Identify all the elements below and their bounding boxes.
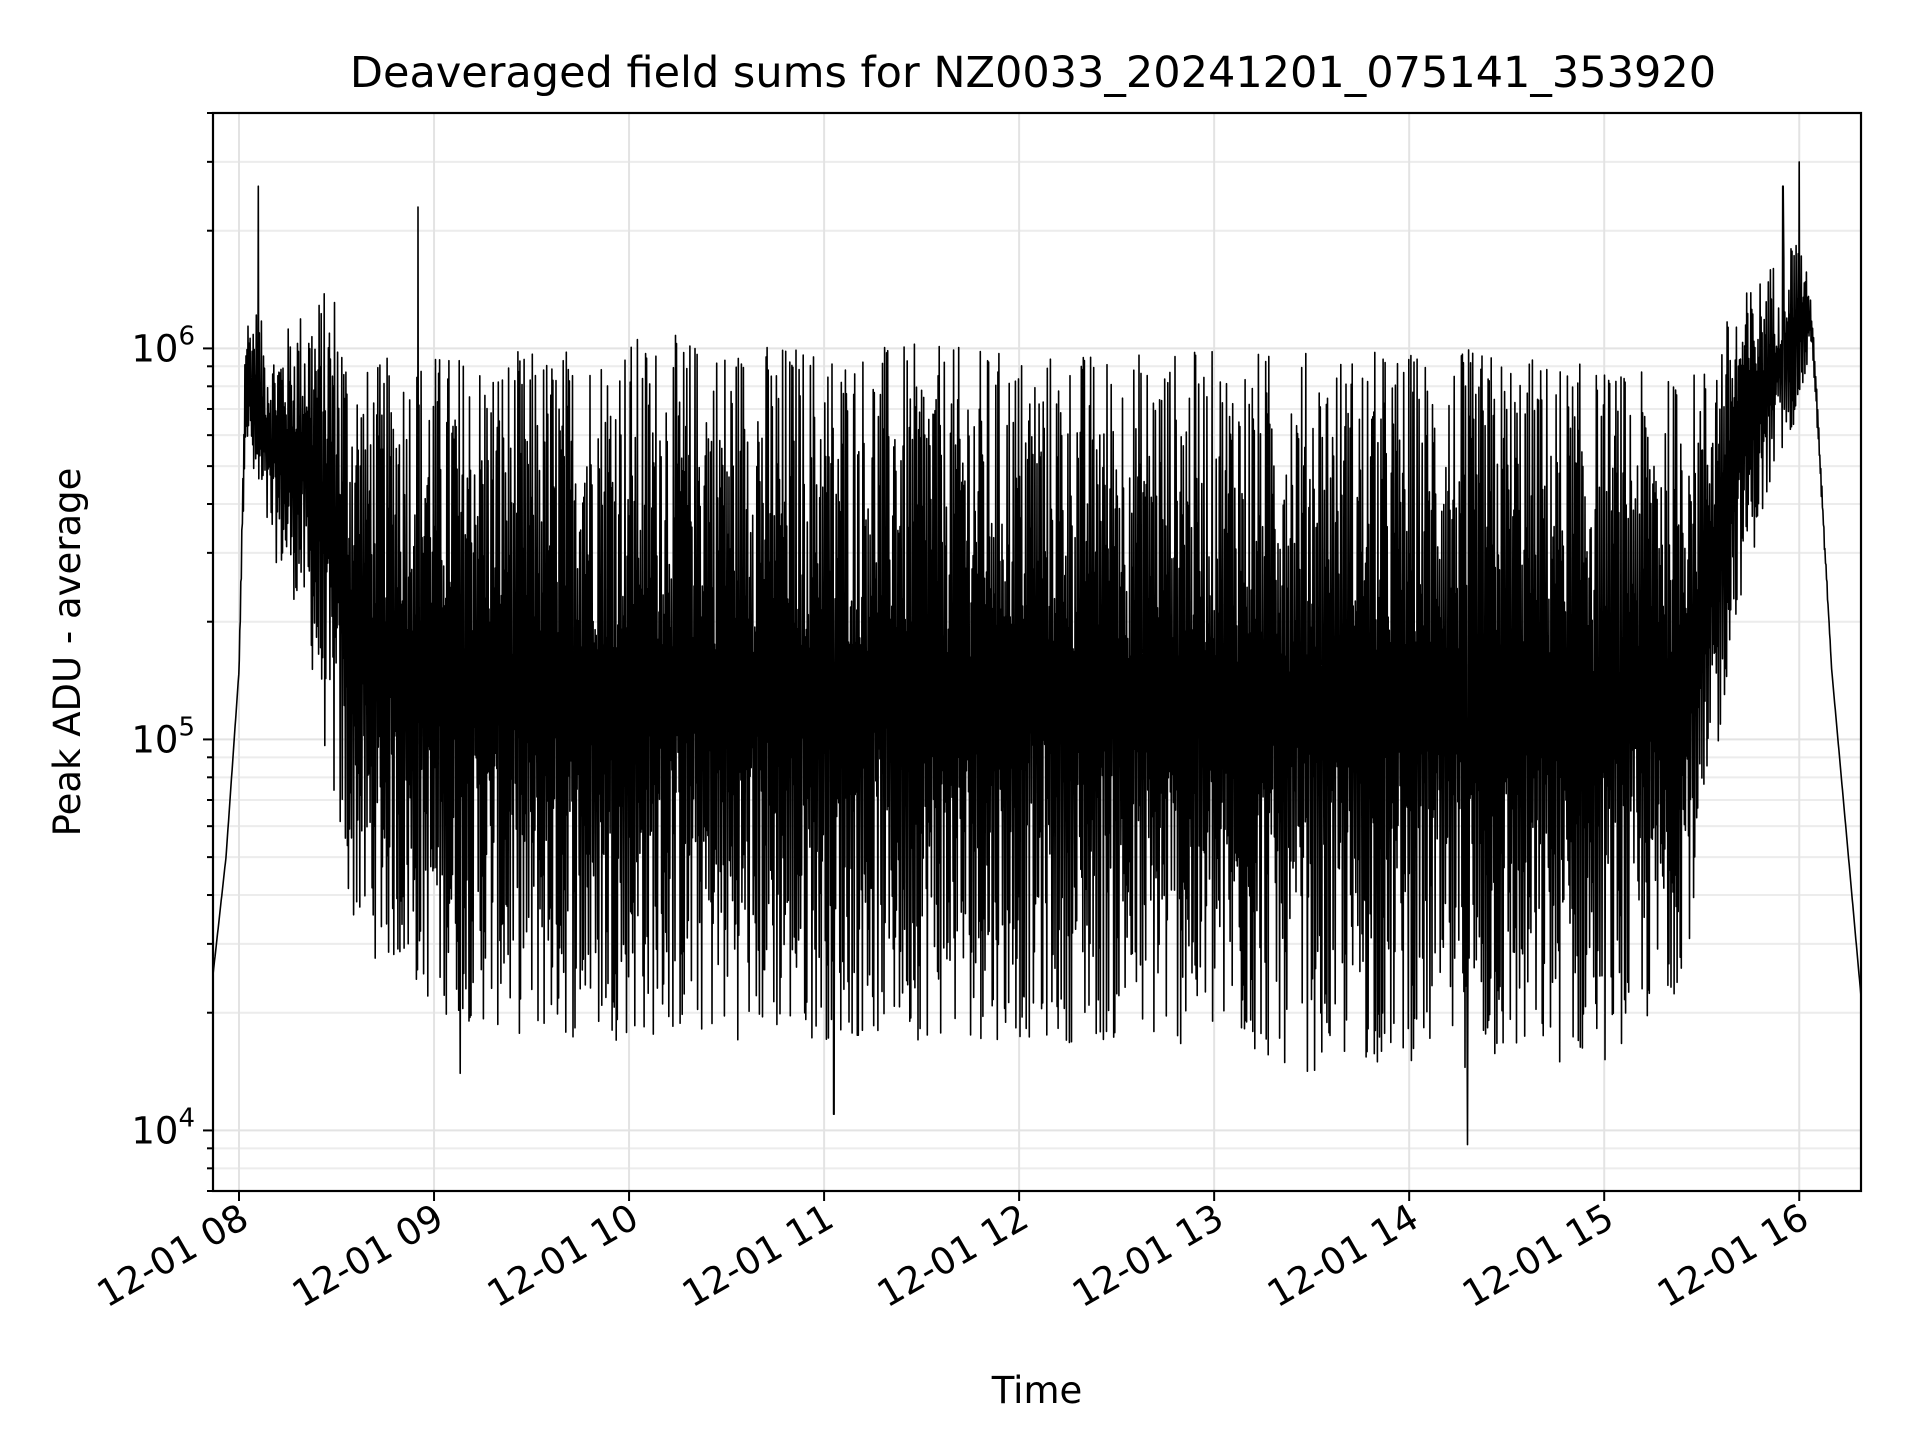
chart-title: Deaveraged field sums for NZ0033_2024120… [350, 48, 1716, 98]
plot-frame [211, 111, 1863, 1193]
y-tick-label: 105 [131, 712, 195, 761]
series-line [212, 161, 1862, 1146]
x-axis-label: Time [991, 1369, 1083, 1412]
y-axis-label: Peak ADU - average [46, 468, 89, 837]
series-group [212, 161, 1862, 1146]
y-tick-label: 106 [131, 321, 195, 370]
y-tick-label: 104 [131, 1103, 195, 1152]
